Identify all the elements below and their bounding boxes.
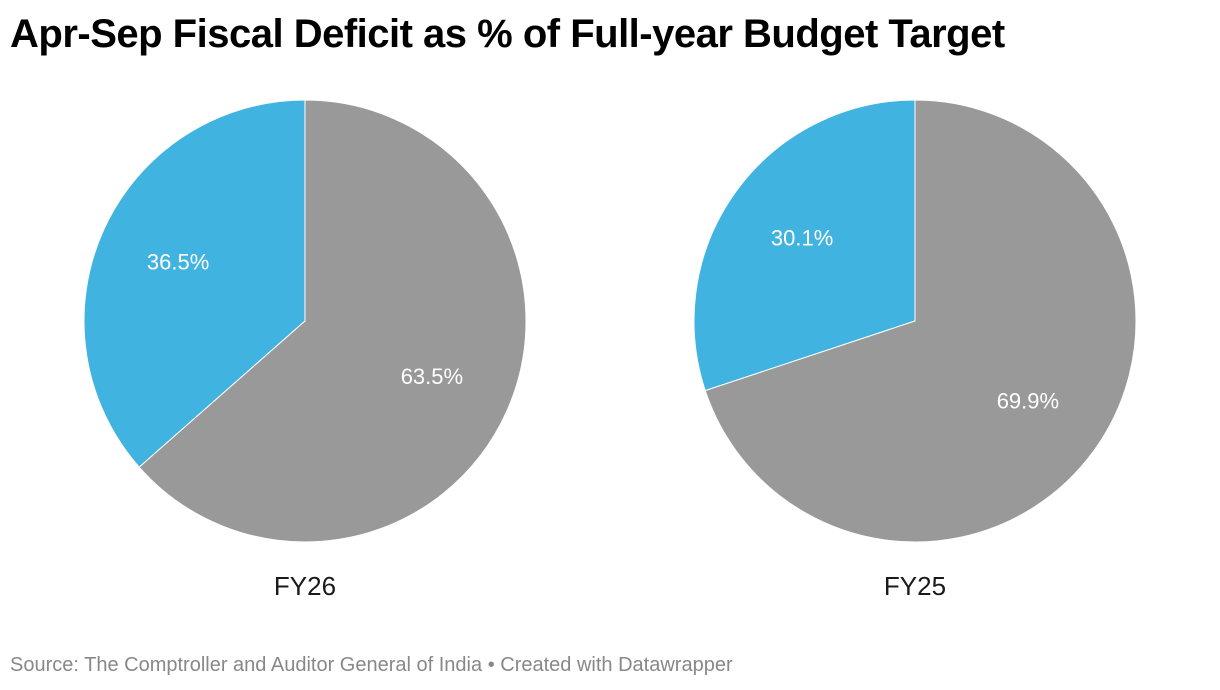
pie-caption-fy25: FY25 — [884, 571, 946, 601]
pie-chart-fy26: 36.5% 63.5% FY26 — [83, 99, 527, 601]
chart-title: Apr-Sep Fiscal Deficit as % of Full-year… — [10, 12, 1005, 56]
footer: Source: The Comptroller and Auditor Gene… — [10, 654, 733, 677]
pie-slice-fy25-0 — [693, 99, 916, 392]
pie-slice-fy26-0 — [83, 99, 306, 468]
pie-caption-fy26: FY26 — [274, 571, 336, 601]
source-note: Source: The Comptroller and Auditor Gene… — [10, 654, 483, 676]
pie-chart-fy25: 30.1% 69.9% FY25 — [693, 99, 1137, 601]
credit-note: Created with Datawrapper — [500, 654, 733, 676]
pie-slice-fy26-1 — [138, 99, 527, 543]
slice-label-fy26-1: 63.5% — [401, 364, 463, 389]
footer-separator: • — [487, 654, 495, 676]
slice-label-fy25-0: 30.1% — [771, 225, 833, 250]
pie-charts: 36.5% 63.5% FY26 30.1% 69.9% FY25 — [83, 99, 1137, 601]
slice-label-fy25-1: 69.9% — [997, 388, 1059, 413]
pie-slice-fy25-1 — [704, 99, 1137, 543]
slice-label-fy26-0: 36.5% — [147, 250, 209, 275]
